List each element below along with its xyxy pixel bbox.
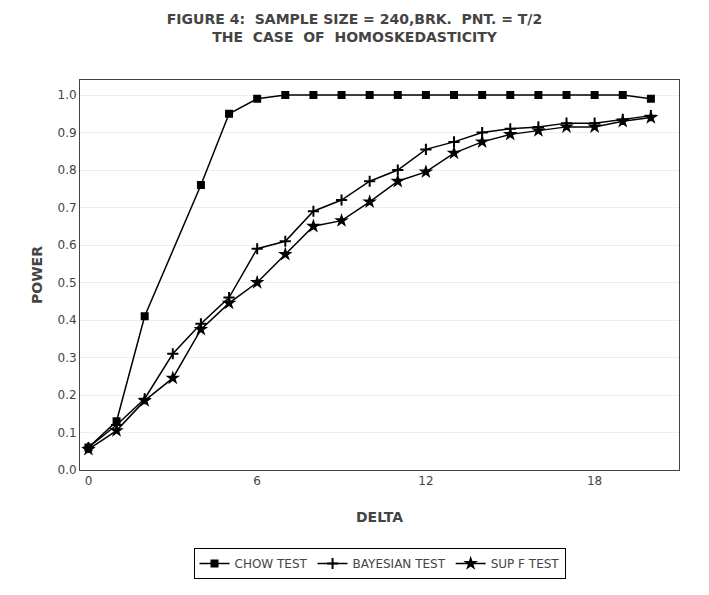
svg-text:12: 12 — [418, 474, 433, 488]
svg-text:POWER: POWER — [29, 246, 45, 304]
svg-text:1.0: 1.0 — [58, 88, 77, 102]
svg-text:CHOW TEST: CHOW TEST — [235, 557, 308, 571]
svg-text:0.7: 0.7 — [58, 201, 77, 215]
svg-text:FIGURE 4: SAMPLE SIZE = 240,B: FIGURE 4: SAMPLE SIZE = 240,BRK. PNT. = … — [167, 11, 542, 45]
svg-text:0: 0 — [85, 474, 93, 488]
svg-text:DELTA: DELTA — [356, 509, 403, 525]
svg-text:0.8: 0.8 — [58, 163, 77, 177]
svg-text:0.2: 0.2 — [58, 388, 77, 402]
svg-text:0.4: 0.4 — [58, 313, 77, 327]
svg-text:0.0: 0.0 — [58, 463, 77, 477]
svg-text:0.1: 0.1 — [58, 426, 77, 440]
svg-text:6: 6 — [253, 474, 261, 488]
svg-text:0.9: 0.9 — [58, 126, 77, 140]
svg-text:SUP F TEST: SUP F TEST — [491, 557, 560, 571]
svg-text:BAYESIAN TEST: BAYESIAN TEST — [353, 557, 446, 571]
svg-text:0.3: 0.3 — [58, 351, 77, 365]
svg-text:0.6: 0.6 — [58, 238, 77, 252]
svg-text:0.5: 0.5 — [58, 276, 77, 290]
svg-text:18: 18 — [587, 474, 602, 488]
